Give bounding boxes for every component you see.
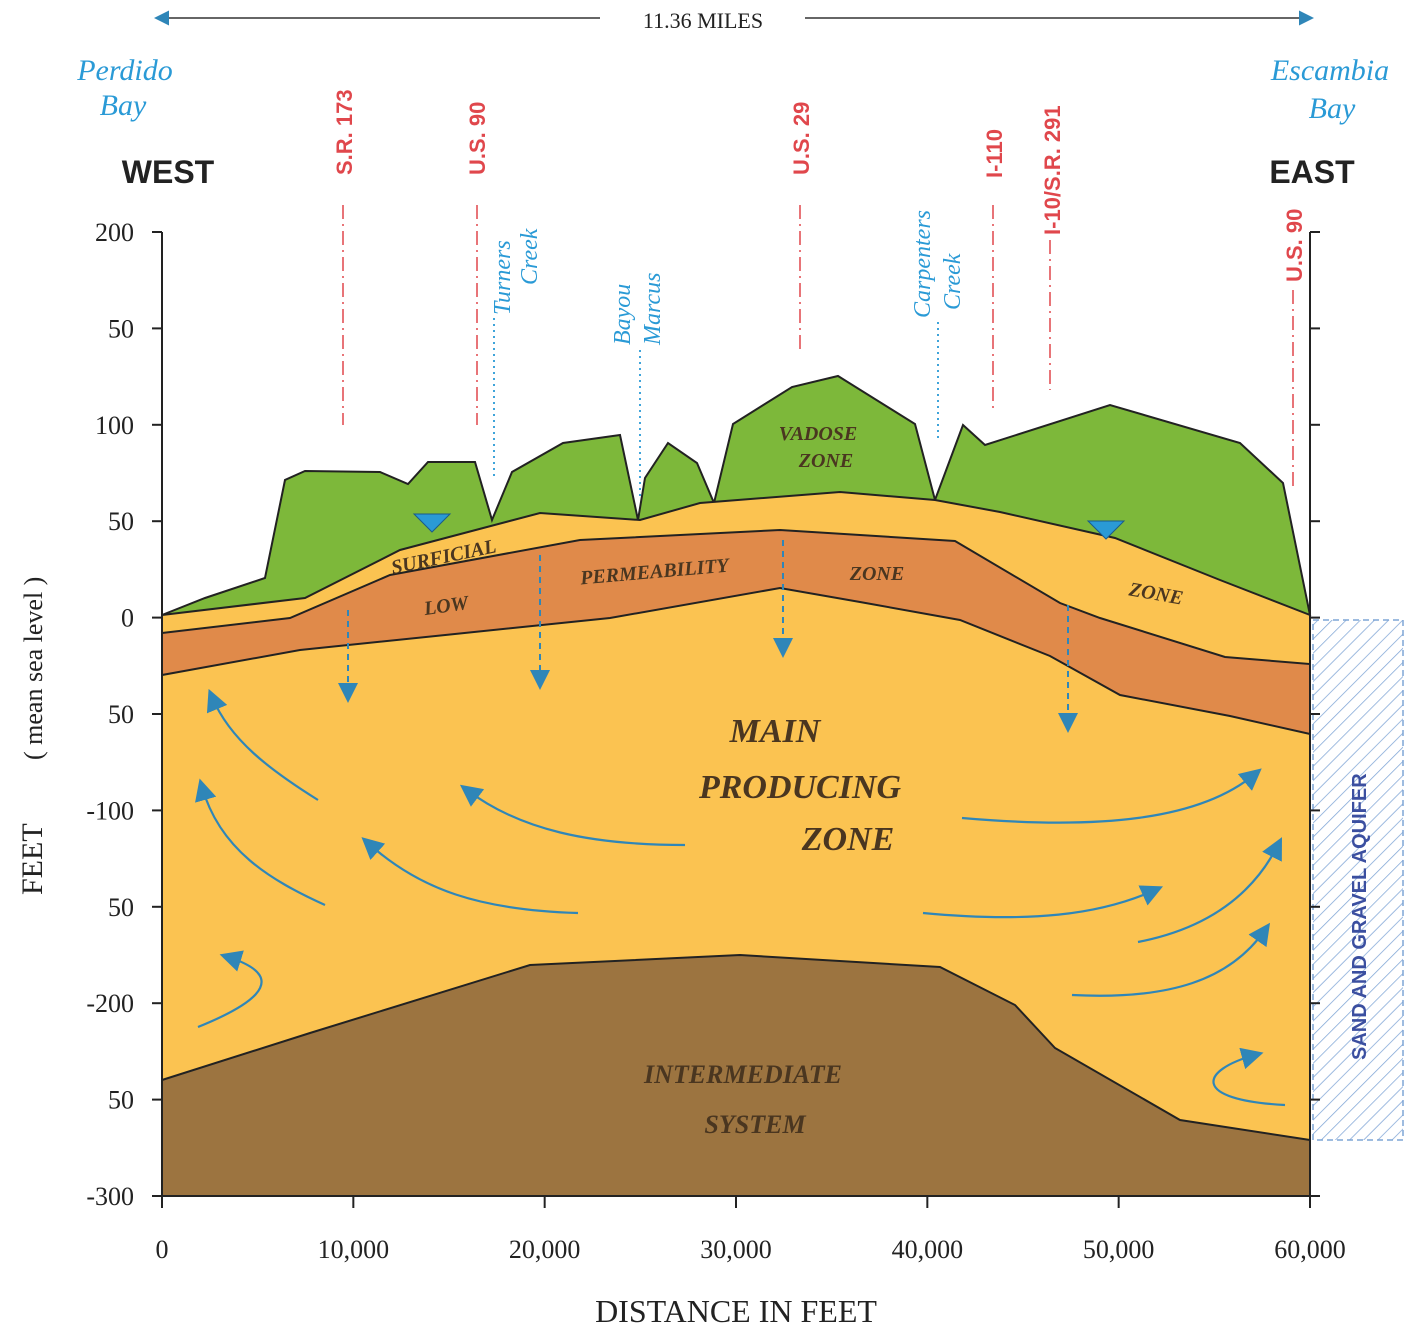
x-tick-label: 20,000 [509, 1235, 581, 1264]
sand-gravel-label: SAND AND GRAVEL AQUIFER [1349, 773, 1371, 1060]
y-axis-label: ( mean sea level ) [19, 577, 48, 760]
y-tick-label: 100 [95, 411, 134, 440]
y-tick-label: -200 [86, 989, 134, 1018]
x-tick-label: 30,000 [700, 1235, 772, 1264]
y-tick-label: 50 [108, 314, 134, 343]
flow-arrow [922, 885, 1164, 919]
zone-label: SYSTEM [704, 1110, 806, 1139]
y-tick-label: 50 [108, 700, 134, 729]
y-tick-label: -300 [86, 1182, 134, 1211]
zone-label: ZONE [798, 450, 853, 472]
x-tick-label: 50,000 [1083, 1235, 1155, 1264]
x-tick-label: 0 [156, 1235, 169, 1264]
west-water: Bay [100, 89, 147, 122]
east-water: Bay [1309, 92, 1356, 125]
creek-label: Bayou [610, 284, 636, 345]
creek-label: Marcus [640, 273, 666, 346]
road-label: I-10/S.R. 291 [1040, 105, 1065, 235]
ticks: 200 50 100 50 0 50 -100 50 -200 50 -300 0 10,000 20,0… [86, 218, 1345, 1264]
flow-arrows [195, 688, 1286, 1107]
y-tick-label: 50 [108, 507, 134, 536]
y-axis-label: FEET [16, 823, 49, 895]
flow-arrow [197, 950, 263, 1029]
y-tick-label: 0 [121, 604, 134, 633]
water-table [1086, 520, 1126, 540]
zone-label: PRODUCING [698, 769, 902, 806]
flow-arrow [195, 778, 326, 907]
creek-label: Carpenters [910, 210, 936, 318]
y-tick-label: 50 [108, 1086, 134, 1115]
road-label: S.R. 173 [332, 89, 357, 175]
x-tick-label: 60,000 [1274, 1235, 1346, 1264]
west-water: Perdido [76, 54, 173, 87]
zone-label: ZONE [801, 821, 895, 858]
west-label: WEST [122, 154, 215, 190]
road-label: I-110 [982, 129, 1007, 178]
creek-label: Creek [517, 228, 543, 285]
flow-arrow [1137, 837, 1282, 944]
zone-label: INTERMEDIATE [643, 1060, 842, 1089]
east-water: Escambia [1270, 54, 1389, 87]
zone-label: VADOSE [779, 423, 858, 445]
flow-arrow [1071, 922, 1271, 997]
x-axis-label: DISTANCE IN FEET [595, 1293, 877, 1329]
flow-arrow [361, 837, 579, 915]
flow-arrow [459, 784, 686, 847]
creek-label: Creek [940, 253, 966, 310]
sand-gravel-aquifer [1312, 619, 1404, 1141]
x-tick-label: 10,000 [318, 1235, 390, 1264]
road-label: U.S. 29 [789, 102, 814, 175]
water-table [412, 513, 452, 533]
flow-arrow [206, 688, 319, 801]
y-tick-label: -100 [86, 796, 134, 825]
zone-label: MAIN [729, 713, 822, 750]
flow-arrow [1212, 1047, 1286, 1107]
span-label: 11.36 MILES [643, 8, 763, 33]
road-label: U.S. 90 [465, 102, 490, 175]
zone-label: ZONE [849, 563, 904, 585]
creek-label: Turners [490, 240, 516, 315]
x-tick-label: 40,000 [892, 1235, 964, 1264]
flow-arrow [961, 768, 1262, 824]
y-tick-label: 200 [95, 218, 134, 247]
east-label: EAST [1269, 154, 1355, 190]
y-tick-label: 50 [108, 893, 134, 922]
road-label: U.S. 90 [1282, 209, 1307, 282]
